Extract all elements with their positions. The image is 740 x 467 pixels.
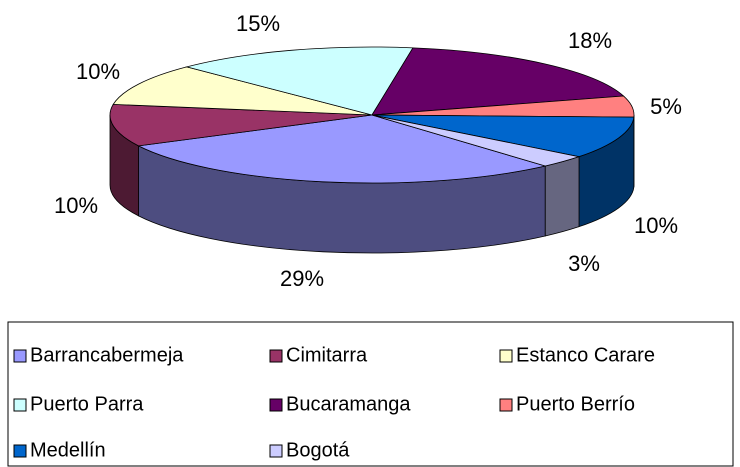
slice [371,114,581,167]
legend-swatch [499,398,513,412]
legend-label: Medellín [30,439,106,461]
slice [112,66,373,116]
legend-swatch [499,349,513,363]
legend-label: Bogotá [286,439,350,461]
slice-side [544,156,580,237]
legend-label: Barrancabermeja [30,344,184,366]
legend-label: Puerto Berrío [516,393,635,415]
legend-swatch [13,444,27,458]
data-label: 15% [236,11,280,36]
legend-label: Puerto Parra [30,393,144,415]
slice [109,103,373,147]
data-label: 5% [650,94,682,119]
legend-swatch [269,398,283,412]
data-label: 10% [634,213,678,238]
data-label: 10% [76,59,120,84]
legend-box [7,321,734,467]
slice [185,46,414,116]
legend-swatch [269,444,283,458]
legend-label: Bucaramanga [286,393,411,415]
data-label: 10% [54,193,98,218]
slice [371,114,635,158]
slice [371,47,625,116]
legend-label: Cimitarra [286,344,368,366]
legend-swatch [13,349,27,363]
data-label: 29% [280,266,324,291]
slice [137,114,547,184]
legend-swatch [269,349,283,363]
legend-label: Estanco Carare [516,344,655,366]
data-label: 3% [568,251,600,276]
legend-swatch [13,398,27,412]
data-label: 18% [568,28,612,53]
